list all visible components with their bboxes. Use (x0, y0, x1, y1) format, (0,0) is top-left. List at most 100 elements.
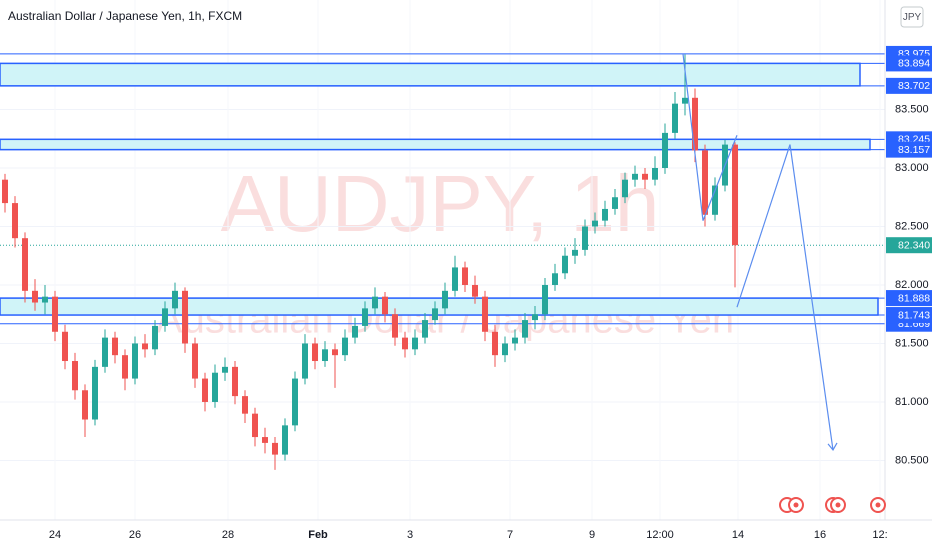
candle-body (162, 308, 168, 326)
candle-body (462, 267, 468, 285)
candle-body (232, 366, 238, 397)
candle-body (662, 132, 668, 168)
candle-body (702, 150, 708, 215)
candle-body (412, 337, 418, 350)
candle-body (322, 349, 328, 362)
candle-body (592, 220, 598, 227)
price-tag-label: 83.157 (898, 144, 930, 156)
candle-body (652, 167, 658, 180)
zone (0, 138, 871, 151)
candle-body (252, 413, 258, 438)
candle-body (312, 343, 318, 362)
candle-body (572, 249, 578, 256)
candle-body (352, 325, 358, 338)
x-tick-label: 16 (814, 529, 826, 541)
price-tag-label: 82.340 (898, 239, 930, 251)
candle-body (132, 343, 138, 379)
price-tag (886, 237, 932, 254)
candle-body (692, 97, 698, 151)
candle-body (362, 308, 368, 326)
candle-body (642, 173, 648, 180)
candle-body (62, 331, 68, 362)
y-tick-label: 83.000 (895, 162, 929, 174)
candle-body (2, 179, 8, 204)
candle-body (172, 290, 178, 309)
candle-body (552, 273, 558, 285)
x-tick-label: 12: (872, 529, 887, 541)
price-tag (886, 55, 932, 72)
candle-body (242, 396, 248, 414)
candle-body (302, 343, 308, 379)
candle-body (212, 372, 218, 402)
time-axis (0, 520, 932, 550)
candle-body (482, 296, 488, 332)
price-tag (886, 77, 932, 94)
currency-label: JPY (903, 12, 922, 23)
candle-body (282, 425, 288, 455)
price-tag-label: 83.702 (898, 80, 930, 92)
candle-body (432, 308, 438, 321)
candle-body (22, 238, 28, 291)
x-tick-label: 24 (49, 529, 61, 541)
candle-body (42, 296, 48, 303)
candle-body (82, 390, 88, 420)
candle-body (612, 197, 618, 209)
candle-body (102, 337, 108, 367)
candle-body (452, 267, 458, 291)
candle-body (402, 337, 408, 350)
candle-body (672, 103, 678, 133)
candle-body (182, 290, 188, 344)
event-dot (835, 502, 841, 508)
candle-body (92, 366, 98, 420)
x-tick-label: 26 (129, 529, 141, 541)
candle-body (12, 203, 18, 239)
candle-body (632, 173, 638, 180)
candle-body (622, 179, 628, 198)
x-tick-label: 28 (222, 529, 234, 541)
candle-body (342, 337, 348, 356)
candle-body (112, 337, 118, 356)
zone (0, 62, 861, 87)
candle-body (222, 366, 228, 373)
candle-body (382, 296, 388, 315)
event-dot (875, 502, 881, 508)
candle-body (72, 361, 78, 391)
candle-body (422, 320, 428, 338)
chart-title: Australian Dollar / Japanese Yen, 1h, FX… (8, 9, 242, 23)
x-tick-label: 9 (589, 529, 595, 541)
event-dot (793, 502, 799, 508)
x-tick-label: 7 (507, 529, 513, 541)
watermark-symbol: AUDJPY, 1h (221, 159, 660, 248)
y-tick-label: 82.000 (895, 279, 929, 291)
x-tick-label: 12:00 (646, 529, 674, 541)
y-tick-label: 83.500 (895, 103, 929, 115)
y-tick-label: 82.500 (895, 220, 929, 232)
candle-body (472, 284, 478, 297)
candle-body (392, 314, 398, 338)
candle-body (712, 185, 718, 215)
candle-body (32, 290, 38, 303)
candle-body (52, 296, 58, 332)
candle-body (372, 296, 378, 309)
candle-body (442, 290, 448, 309)
axis-labels: 80.500 81.000 81.500 82.000 82.500 83.000 83.5… (49, 45, 932, 541)
price-tag (886, 290, 932, 307)
candle-body (682, 97, 688, 104)
candle-body (292, 378, 298, 426)
projection (736, 144, 834, 451)
candle-body (122, 355, 128, 379)
arrow-head (827, 442, 838, 451)
currency-button[interactable] (900, 6, 924, 28)
price-tag-label: 83.894 (898, 58, 930, 70)
y-tick-label: 81.000 (895, 396, 929, 408)
candle-body (272, 442, 278, 455)
plot (0, 53, 885, 470)
candle-body (732, 144, 738, 246)
candle-body (512, 337, 518, 344)
x-tick-label: 3 (407, 529, 413, 541)
y-tick-label: 81.500 (895, 337, 929, 349)
y-tick-label: 80.500 (895, 454, 929, 466)
x-tick-label: Feb (308, 529, 328, 541)
candle-body (562, 255, 568, 274)
candle-body (152, 325, 158, 350)
